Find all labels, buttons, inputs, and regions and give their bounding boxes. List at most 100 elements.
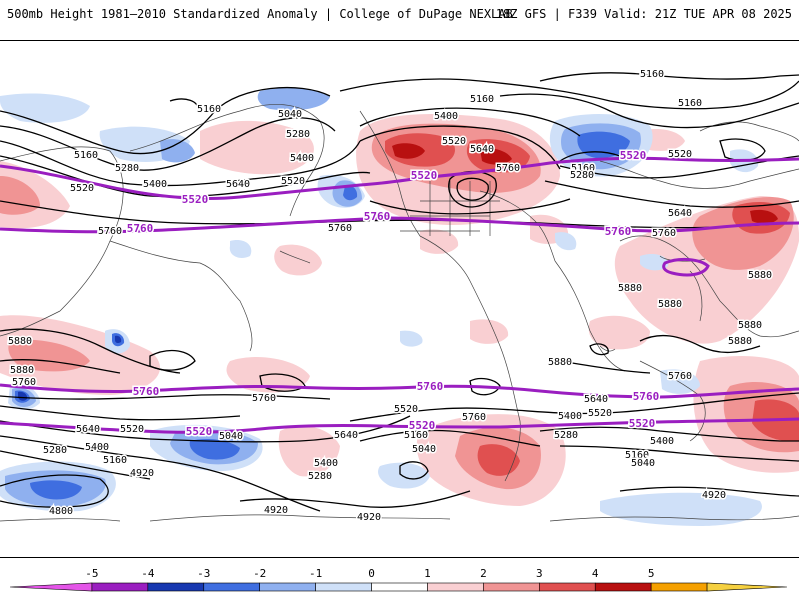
coastlines xyxy=(0,104,799,522)
contour-label: 5880 xyxy=(738,320,762,331)
contour-label: 5760 xyxy=(328,223,352,234)
contour-label: 5760 xyxy=(12,377,36,388)
contour-label: 5160 xyxy=(103,455,127,466)
contour-label: 5760 xyxy=(364,210,391,223)
contour-label: 5040 xyxy=(278,109,302,120)
bold-contour-labels: 5520 5520 5520 5760 5760 5760 5760 5760 5760 5520… xyxy=(125,148,661,440)
contour-label: 4800 xyxy=(49,506,73,517)
colorbar-tick-label: 0 xyxy=(368,567,375,580)
colorbar-tick-label: 1 xyxy=(424,567,431,580)
contour-label: 5280 xyxy=(43,445,67,456)
contour-label: 5640 xyxy=(668,208,692,219)
colorbar-tick-label: -1 xyxy=(309,567,322,580)
colorbar-swatch xyxy=(315,582,372,592)
colorbar-swatch xyxy=(203,582,260,592)
contour-label: 5640 xyxy=(470,144,494,155)
map-header: 500mb Height 1981–2010 Standardized Anom… xyxy=(0,0,800,32)
contour-label: 5520 xyxy=(668,149,692,160)
colorbar-tick-label: 5 xyxy=(648,567,655,580)
contour-label: 5520 xyxy=(629,417,656,430)
contour-label: 5880 xyxy=(748,270,772,281)
contour-label: 5520 xyxy=(186,425,213,438)
colorbar-tick-label: -3 xyxy=(197,567,210,580)
contour-label: 5160 xyxy=(74,150,98,161)
colorbar-swatches xyxy=(9,582,788,592)
contour-label: 5040 xyxy=(412,444,436,455)
contour-label: 5520 xyxy=(182,193,209,206)
contour-label: 5520 xyxy=(70,183,94,194)
contour-label: 5760 xyxy=(668,371,692,382)
colorbar-swatch xyxy=(483,582,540,592)
contour-label: 5760 xyxy=(127,222,154,235)
colorbar-tick-label: 3 xyxy=(536,567,543,580)
contour-label: 5280 xyxy=(115,163,139,174)
contour-label: 5040 xyxy=(631,458,655,469)
colorbar-tick-label: -2 xyxy=(253,567,266,580)
colorbar-swatch xyxy=(539,582,596,592)
contour-label: 5160 xyxy=(470,94,494,105)
contour-label: 5760 xyxy=(417,380,444,393)
contour-label: 5760 xyxy=(633,390,660,403)
contour-label: 5760 xyxy=(462,412,486,423)
colorbar-tick-label: 2 xyxy=(480,567,487,580)
anomaly-map: 5160 5160 5160 5160 5040 5400 5280 5520 5640 5520… xyxy=(0,40,799,558)
contour-label: 5160 xyxy=(625,450,649,461)
contour-label: 5520 xyxy=(120,424,144,435)
contour-label: 5160 xyxy=(404,430,428,441)
height-contours xyxy=(0,72,799,512)
contour-label: 5280 xyxy=(286,129,310,140)
contour-label: 4920 xyxy=(130,468,154,479)
contour-label: 5400 xyxy=(143,179,167,190)
colorbar-tick-labels: -5 -4 -3 -2 -1 0 1 2 3 4 5 xyxy=(85,567,654,580)
contour-label: 5520 xyxy=(281,176,305,187)
anomaly-shading xyxy=(0,88,799,526)
contour-label: 5760 xyxy=(496,163,520,174)
colorbar-tick-label: 4 xyxy=(592,567,599,580)
colorbar-swatch xyxy=(9,582,93,592)
contour-label: 5760 xyxy=(652,228,676,239)
contour-label: 5640 xyxy=(76,424,100,435)
contour-label: 5520 xyxy=(442,136,466,147)
contour-label: 5520 xyxy=(588,408,612,419)
contour-label: 5160 xyxy=(640,69,664,80)
contour-label: 4920 xyxy=(702,490,726,501)
contour-label: 5280 xyxy=(570,170,594,181)
bold-contours xyxy=(0,156,799,434)
contour-label: 4920 xyxy=(264,505,288,516)
contour-label: 5520 xyxy=(620,149,647,162)
contour-label: 5280 xyxy=(554,430,578,441)
contour-label: 5880 xyxy=(658,299,682,310)
contour-label: 4920 xyxy=(357,512,381,523)
colorbar-swatch xyxy=(427,582,484,592)
contour-label: 5280 xyxy=(308,471,332,482)
contour-label: 5880 xyxy=(618,283,642,294)
contour-label: 5760 xyxy=(98,226,122,237)
colorbar: -5 -4 -3 -2 -1 0 1 2 3 4 5 xyxy=(0,566,800,600)
colorbar-swatch xyxy=(91,582,149,592)
contour-label: 5640 xyxy=(584,394,608,405)
contour-label: 5400 xyxy=(85,442,109,453)
contour-label: 5400 xyxy=(650,436,674,447)
contour-label: 5760 xyxy=(252,393,276,404)
map-title: 500mb Height 1981–2010 Standardized Anom… xyxy=(7,7,513,21)
colorbar-tick-label: -4 xyxy=(141,567,155,580)
colorbar-swatch xyxy=(371,582,428,592)
colorbar-swatch xyxy=(650,582,708,592)
contour-label: 5640 xyxy=(226,179,250,190)
contour-label: 5160 xyxy=(678,98,702,109)
colorbar-tick-label: -5 xyxy=(85,567,98,580)
contour-label: 5520 xyxy=(411,169,438,182)
contour-label: 5520 xyxy=(409,419,436,432)
contour-label: 5880 xyxy=(10,365,34,376)
contour-label: 5880 xyxy=(548,357,572,368)
contour-label: 5160 xyxy=(197,104,221,115)
colorbar-swatch xyxy=(594,582,652,592)
contour-label: 5880 xyxy=(728,336,752,347)
contour-label: 5760 xyxy=(605,225,632,238)
colorbar-swatch xyxy=(259,582,316,592)
colorbar-swatch xyxy=(147,582,205,592)
contour-label: 5400 xyxy=(290,153,314,164)
contour-label: 5880 xyxy=(8,336,32,347)
contour-label: 5640 xyxy=(334,430,358,441)
